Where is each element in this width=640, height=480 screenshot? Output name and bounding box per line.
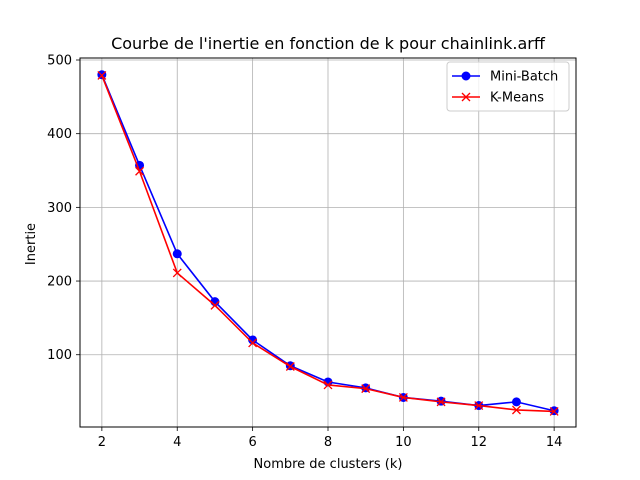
data-point (210, 300, 220, 310)
data-point (323, 380, 333, 390)
legend-entry: Mini-Batch (452, 70, 558, 85)
x-axis-title: Nombre de clusters (k) (254, 457, 403, 472)
chart-title: Courbe de l'inertie en fonction de k pou… (111, 34, 546, 53)
y-tick-label: 400 (47, 127, 72, 142)
data-point (135, 166, 145, 176)
legend-label: K-Means (490, 91, 544, 106)
grid (80, 58, 576, 427)
x-tick-label: 12 (470, 435, 487, 450)
legend: Mini-Batch K-Means (446, 61, 570, 112)
data-point (285, 362, 295, 371)
data-point (511, 405, 521, 415)
axis-ticks: 2 4 6 8 10 12 14 100 200 300 400 500 (47, 54, 562, 451)
legend-entry: K-Means (452, 91, 544, 106)
data-point (172, 249, 182, 259)
series (97, 70, 559, 416)
y-tick-label: 200 (47, 275, 72, 290)
data-point (248, 338, 258, 348)
x-tick-label: 2 (98, 435, 106, 450)
data-point (172, 268, 182, 278)
y-tick-label: 300 (47, 201, 72, 216)
data-point (511, 397, 521, 407)
x-tick-label: 6 (248, 435, 256, 450)
series-k-means (97, 71, 559, 416)
data-point (398, 392, 408, 402)
x-tick-label: 10 (395, 435, 412, 450)
y-axis-title: Inertie (24, 223, 39, 265)
legend-box (446, 61, 570, 112)
legend-label: Mini-Batch (490, 70, 558, 85)
data-point (461, 71, 471, 81)
data-point (361, 384, 371, 394)
y-tick-label: 100 (47, 348, 72, 363)
data-point (474, 401, 484, 411)
data-point (461, 92, 471, 102)
y-tick-label: 500 (47, 54, 72, 69)
data-point (436, 397, 446, 407)
data-point (549, 406, 559, 416)
x-tick-label: 4 (173, 435, 181, 450)
plot-frame (79, 57, 577, 428)
x-tick-label: 14 (546, 435, 563, 450)
data-point (97, 71, 107, 80)
x-tick-label: 8 (324, 435, 332, 450)
